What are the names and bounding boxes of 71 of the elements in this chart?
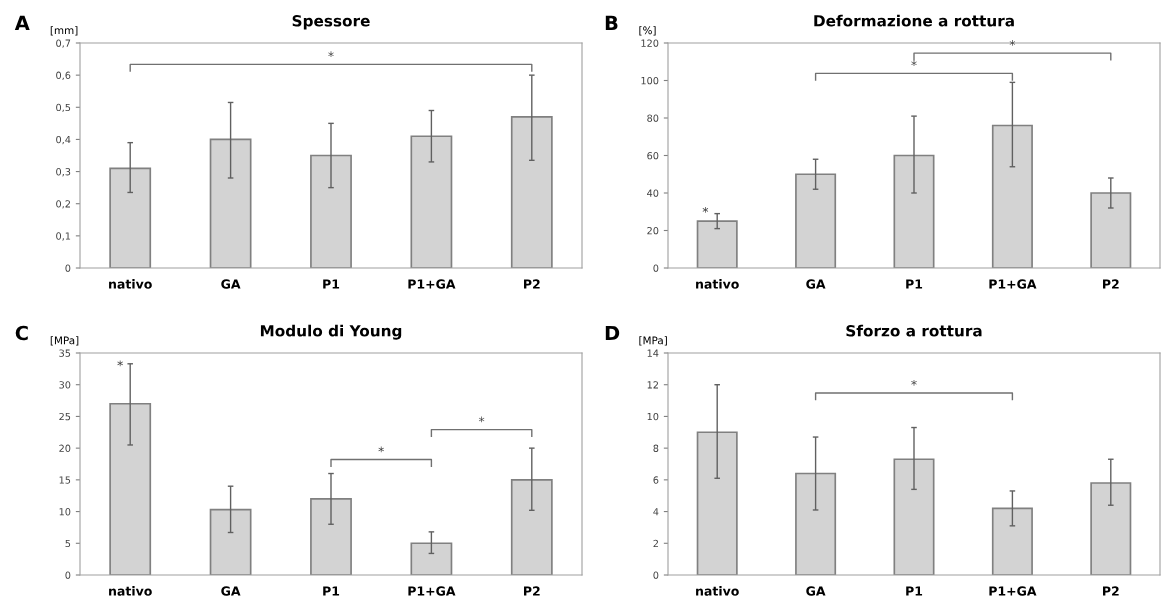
x-tick-label: P1	[906, 586, 923, 596]
y-axis-title: [mm]	[50, 26, 78, 36]
x-tick-label: P2	[1103, 279, 1119, 289]
annotation: *	[1009, 40, 1016, 46]
y-tick-label: 0	[65, 264, 71, 272]
text: A	[14, 15, 30, 30]
y-tick-label: 120	[641, 39, 659, 47]
y-axis-title: [MPa]	[50, 336, 79, 346]
y-tick-label: 4	[653, 508, 659, 516]
x-tick-label: P1+GA	[408, 279, 456, 289]
x-tick-label: GA	[221, 586, 241, 596]
chart-title: Deformazione a rottura	[814, 14, 1014, 27]
annotation: *	[117, 360, 123, 367]
chart-title: Spessore	[292, 14, 370, 30]
x-tick-label: P1+GA	[408, 586, 456, 596]
y-tick-label: 10	[647, 412, 659, 421]
y-tick-label: 35	[59, 349, 71, 357]
annotation: *	[911, 60, 917, 67]
y-tick-label: 20	[647, 226, 659, 235]
chart-title: Modulo di Young	[260, 324, 402, 340]
y-tick-label: 0,1	[56, 232, 71, 241]
annotation: *	[478, 416, 485, 423]
y-tick-label: 100	[641, 76, 659, 85]
y-tick-label: 2	[653, 539, 658, 547]
x-tick-label: P2	[1103, 586, 1119, 596]
annotation: *	[702, 207, 709, 213]
y-tick-label: 25	[59, 412, 71, 421]
y-axis-title: [MPa]	[639, 336, 667, 346]
y-axis-title: [%]	[639, 26, 656, 36]
y-tick-label: 30	[59, 381, 71, 389]
x-tick-label: P1	[323, 586, 340, 596]
x-tick-label: GA	[806, 279, 826, 289]
chart-title: Sforzo a rottura	[846, 324, 982, 337]
y-tick-label: 5	[65, 539, 71, 548]
y-tick-label: 8	[653, 444, 659, 452]
y-tick-label: 0,3	[56, 168, 71, 177]
text: B	[605, 15, 618, 30]
x-tick-label: P1+GA	[989, 586, 1037, 596]
y-tick-label: 0,4	[56, 135, 71, 145]
x-tick-label: nativo	[696, 586, 739, 596]
annotation: *	[378, 446, 384, 453]
y-tick-label: 0,6	[56, 71, 71, 80]
x-tick-label: nativo	[109, 279, 152, 289]
x-tick-label: P2	[524, 279, 540, 289]
y-tick-label: 0,7	[56, 39, 71, 48]
y-tick-label: 15	[59, 476, 71, 484]
y-tick-label: 0	[653, 571, 659, 579]
text: C	[15, 325, 28, 341]
text: D	[605, 325, 620, 341]
x-tick-label: P2	[524, 586, 540, 596]
annotation: *	[328, 51, 334, 58]
annotation: *	[911, 379, 917, 386]
y-tick-label: 14	[647, 349, 659, 357]
x-tick-label: nativo	[696, 279, 739, 289]
x-tick-label: GA	[221, 279, 241, 289]
y-tick-label: 60	[647, 151, 659, 160]
y-tick-label: 10	[59, 508, 71, 516]
x-tick-label: P1	[323, 279, 340, 289]
y-tick-label: 40	[647, 189, 659, 197]
y-tick-label: 6	[653, 476, 659, 484]
x-tick-label: P1+GA	[989, 279, 1037, 289]
y-tick-label: 0,5	[56, 103, 71, 113]
y-tick-label: 12	[647, 381, 658, 389]
y-tick-label: 0	[653, 264, 659, 272]
y-tick-label: 80	[647, 114, 659, 122]
x-tick-label: GA	[806, 586, 826, 596]
y-tick-label: 20	[59, 444, 71, 452]
y-tick-label: 0	[65, 571, 71, 579]
y-tick-label: 0,2	[56, 200, 70, 209]
x-tick-label: nativo	[109, 586, 152, 596]
x-tick-label: P1	[906, 279, 923, 289]
